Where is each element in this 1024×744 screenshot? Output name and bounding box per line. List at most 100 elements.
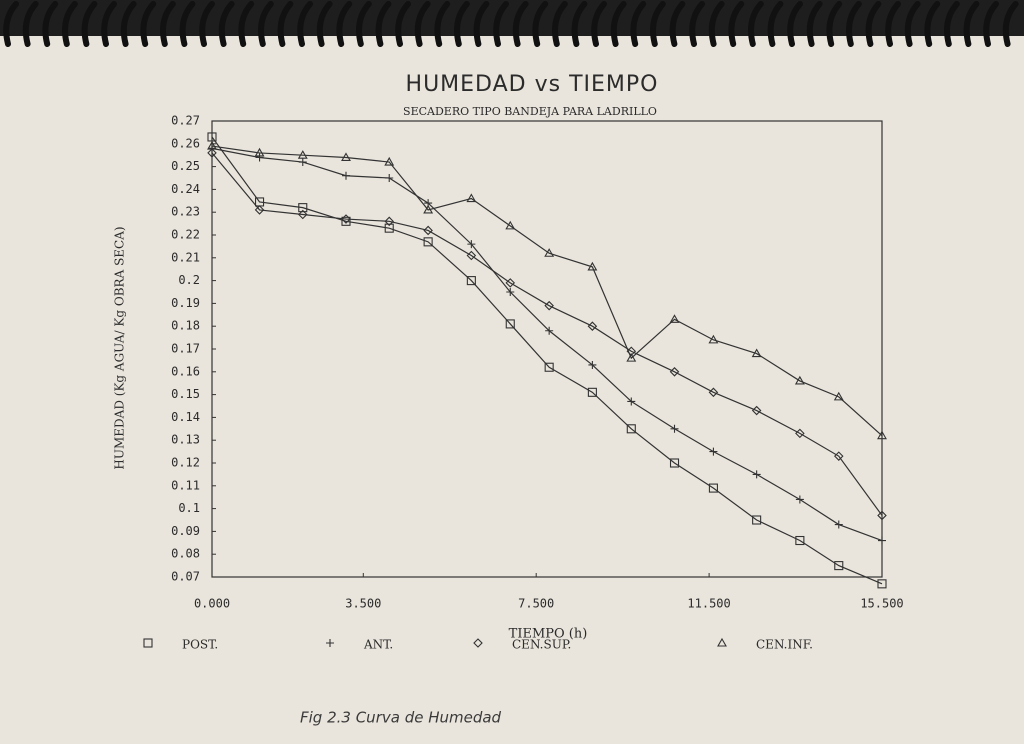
marker — [254, 205, 265, 215]
marker — [298, 203, 308, 213]
y-tick-label: 0.27 — [171, 114, 200, 128]
y-tick-label: 0.07 — [171, 570, 200, 584]
chart-subtitle: SECADERO TIPO BANDEJA PARA LADRILLO — [403, 105, 657, 118]
marker — [254, 147, 265, 157]
spiral-loop — [610, 1, 627, 47]
marker — [708, 387, 719, 398]
spiral-loop — [806, 1, 823, 47]
marker — [587, 321, 598, 331]
y-tick-label: 0.19 — [171, 296, 200, 310]
spiral-loop — [22, 1, 39, 47]
marker — [297, 150, 308, 159]
marker — [708, 334, 719, 344]
marker — [473, 638, 483, 648]
y-tick-label: 0.17 — [171, 342, 200, 356]
spiral-loop — [552, 1, 568, 47]
spiral-loop — [944, 1, 960, 47]
series-line — [211, 152, 883, 516]
marker — [207, 140, 217, 150]
spiral-loop — [571, 1, 588, 47]
marker — [384, 216, 395, 227]
marker — [385, 174, 394, 182]
spiral-loop — [689, 1, 705, 47]
marker — [877, 430, 887, 440]
y-tick-label: 0.26 — [171, 136, 200, 150]
spiral-loop — [826, 1, 843, 47]
x-tick-label: 11.500 — [687, 597, 730, 611]
spiral-loop — [434, 1, 451, 47]
spiral-loop — [120, 1, 137, 47]
spiral-loop — [238, 1, 255, 47]
marker — [297, 209, 308, 220]
spiral-loop — [179, 1, 196, 47]
marker — [751, 348, 762, 358]
marker — [298, 158, 307, 167]
marker — [423, 204, 434, 214]
marker — [505, 319, 515, 329]
marker — [587, 387, 597, 397]
marker — [207, 132, 217, 142]
spiral-loop — [414, 1, 431, 47]
marker — [544, 248, 555, 257]
marker — [795, 428, 805, 439]
spiral-loop — [885, 1, 901, 47]
marker — [669, 458, 680, 468]
marker — [708, 483, 718, 493]
spiral-loop — [708, 1, 725, 47]
spiral-loop — [493, 1, 509, 47]
spiral-loop — [473, 1, 490, 47]
y-tick-label: 0.14 — [171, 410, 200, 424]
x-tick-label: 7.500 — [518, 597, 554, 611]
y-tick-label: 0.23 — [171, 205, 200, 219]
marker — [466, 250, 477, 261]
marker — [834, 520, 843, 529]
x-tick-label: 0.000 — [194, 597, 230, 611]
marker — [207, 148, 217, 158]
marker — [505, 220, 516, 230]
caption: Fig 2.3 Curva de Humedad — [300, 709, 502, 727]
marker — [794, 375, 805, 385]
y-tick-label: 0.1 — [178, 501, 200, 515]
spiral-loop — [748, 1, 764, 47]
spiral-loop — [728, 1, 745, 47]
spiral-loop — [983, 1, 999, 47]
marker — [587, 261, 598, 271]
spiral-loop — [3, 1, 19, 47]
marker — [255, 153, 264, 162]
spiral-loop — [395, 1, 411, 47]
marker — [342, 171, 350, 180]
series-line — [211, 145, 883, 437]
paper — [0, 30, 1024, 744]
y-tick-label: 0.15 — [171, 387, 200, 401]
spiral-loop — [42, 1, 59, 47]
marker — [466, 276, 476, 286]
legend-label: POST. — [182, 638, 218, 652]
marker — [384, 223, 394, 233]
spiral-loop — [101, 1, 117, 47]
marker — [545, 326, 554, 335]
y-tick-label: 0.13 — [171, 433, 200, 447]
spiral-loop — [924, 1, 941, 47]
spiral-loop — [669, 1, 686, 47]
marker — [627, 397, 636, 406]
spiral-loop — [199, 1, 215, 47]
marker — [467, 240, 476, 249]
legend-label: CEN.INF. — [756, 638, 813, 652]
spiral-loop — [532, 1, 549, 47]
y-tick-label: 0.2 — [178, 273, 200, 287]
marker — [143, 638, 153, 648]
legend-label: ANT. — [363, 638, 393, 652]
y-axis-label: HUMEDAD (Kg AGUA/ Kg OBRA SECA) — [113, 226, 127, 469]
marker — [795, 535, 805, 546]
spiral-loop — [846, 1, 862, 47]
marker — [341, 216, 351, 226]
spiral-loop — [160, 1, 176, 47]
spiral-loop — [512, 1, 529, 47]
spiral-loop — [767, 1, 784, 47]
marker — [588, 360, 597, 369]
marker — [669, 367, 680, 377]
y-tick-label: 0.12 — [171, 456, 200, 470]
spiral-loop — [630, 1, 647, 47]
spiral-loop — [62, 1, 78, 47]
